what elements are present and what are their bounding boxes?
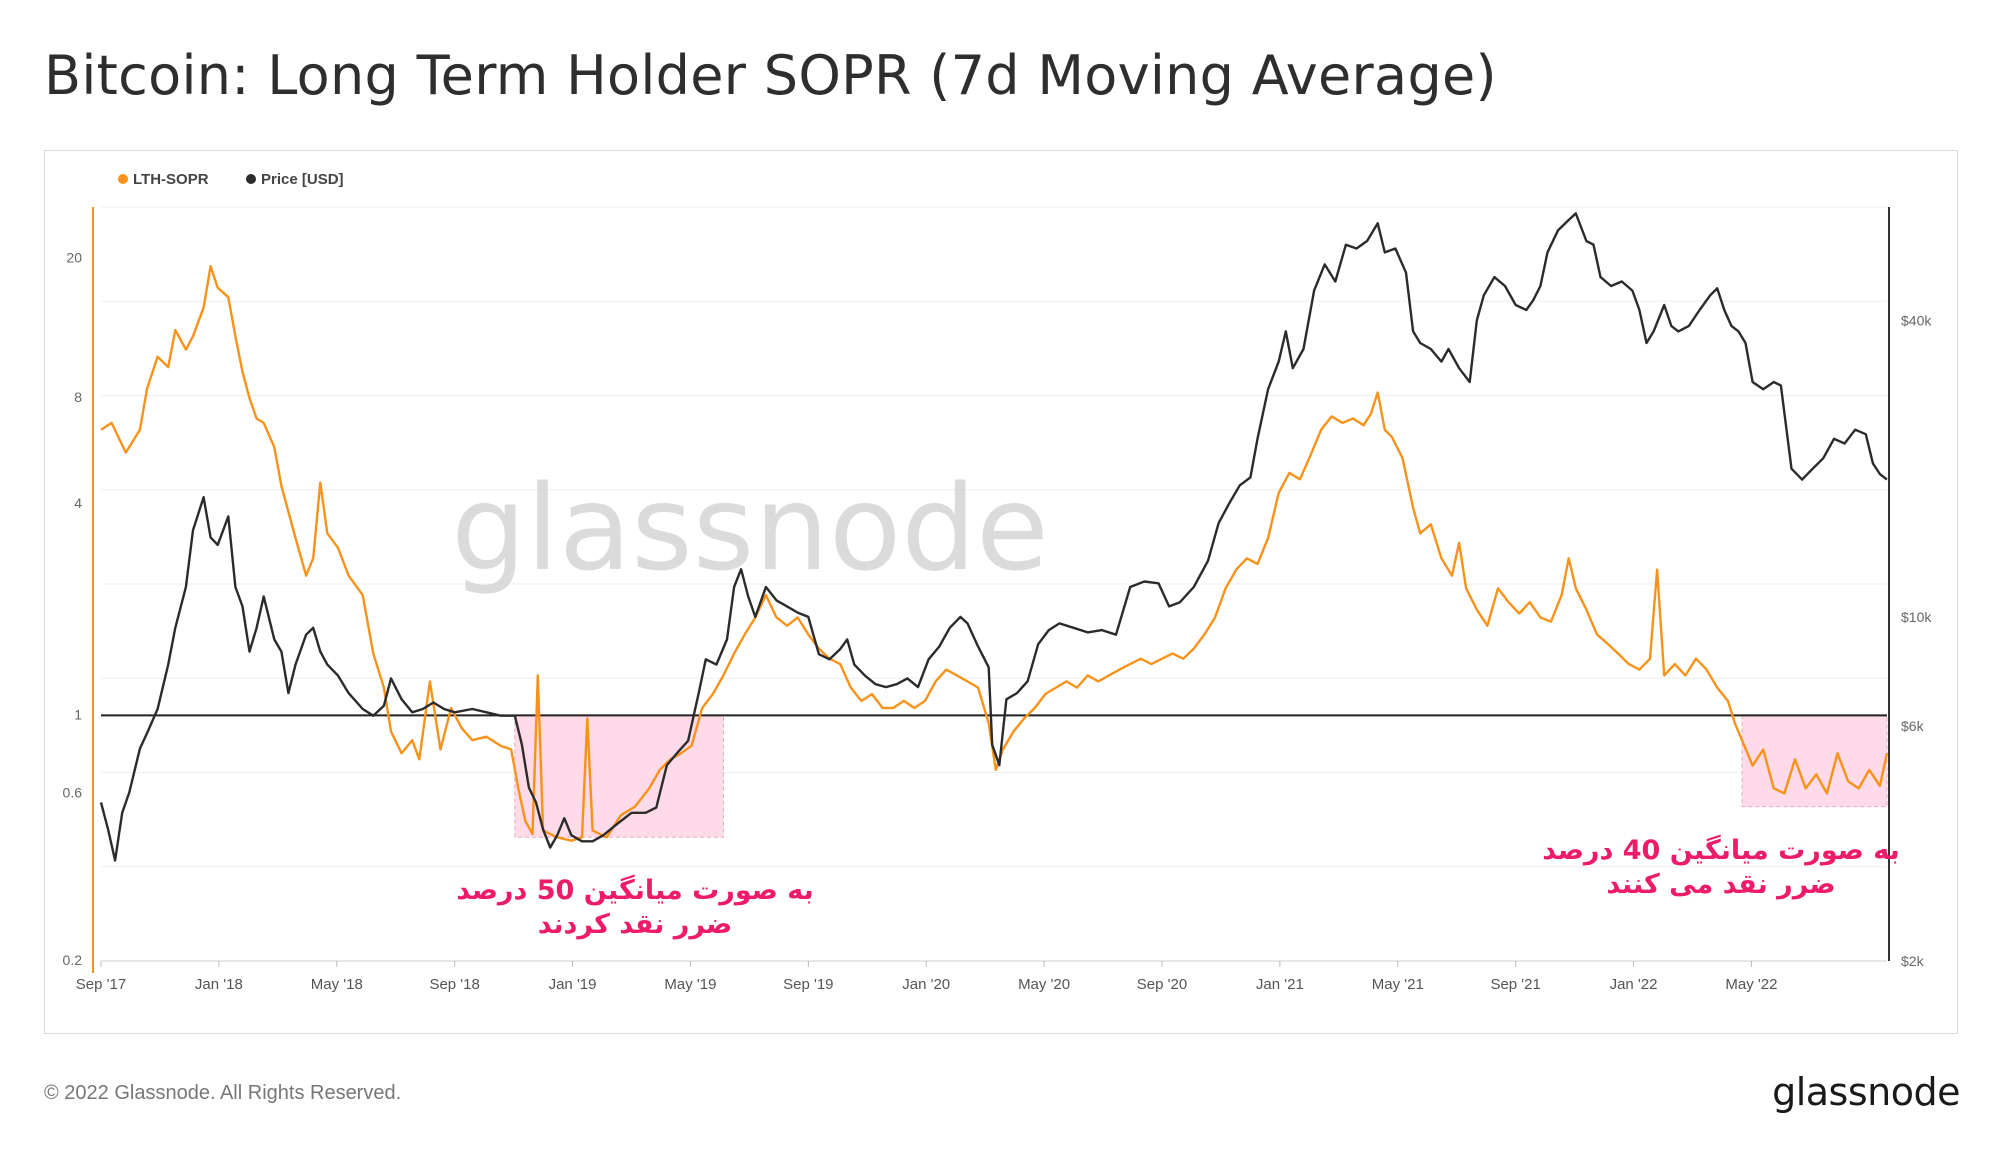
x-tick-label: Sep '17	[76, 976, 126, 993]
y-left-tick-label: 20	[66, 249, 82, 265]
legend-marker	[118, 174, 128, 184]
x-tick-label: Sep '21	[1490, 976, 1540, 993]
axes: 0.2 0.6 1 4 8 20 $2k $6k $10k $40k Sep '17 Jan '18 M…	[63, 207, 1932, 993]
legend-label: Price [USD]	[261, 171, 344, 188]
x-tick-label: Jan '21	[1256, 976, 1304, 993]
y-left-tick-label: 8	[74, 389, 82, 405]
x-tick-label: Sep '19	[783, 976, 833, 993]
x-tick-label: Jan '22	[1610, 976, 1658, 993]
glassnode-logo[interactable]: glassnode	[1772, 1070, 1960, 1114]
y-left-tick-label: 4	[74, 495, 82, 511]
annotation-text: ضرر نقد می کنند	[1606, 869, 1835, 900]
y-right-tick-label: $6k	[1901, 718, 1925, 734]
x-tick-label: May '20	[1018, 976, 1070, 993]
x-tick-label: Sep '18	[429, 976, 479, 993]
legend[interactable]: LTH-SOPR Price [USD]	[118, 171, 344, 188]
y-left-tick-label: 0.6	[63, 784, 83, 800]
highlight-regions	[514, 714, 1888, 838]
x-tick-label: May '21	[1372, 976, 1424, 993]
copyright-text: © 2022 Glassnode. All Rights Reserved.	[44, 1082, 402, 1104]
annotation-text: به صورت میانگین 50 درصد	[456, 874, 814, 906]
y-right-tick-label: $10k	[1901, 609, 1932, 625]
legend-label: LTH-SOPR	[133, 171, 209, 188]
x-tick-label: Jan '18	[195, 976, 243, 993]
y-right-tick-label: $40k	[1901, 312, 1932, 328]
legend-marker	[246, 174, 256, 184]
annotation-text: ضرر نقد کردند	[538, 909, 732, 940]
chart-card: glassnode 0.2 0.6 1 4 8 20 $2k $6k $10k $40k Sep '…	[44, 150, 1958, 1034]
series-line-price	[99, 212, 1888, 862]
chart-title: Bitcoin: Long Term Holder SOPR (7d Movin…	[44, 44, 1497, 107]
x-tick-label: May '22	[1725, 976, 1777, 993]
watermark-text: glassnode	[451, 459, 1048, 597]
y-left-tick-label: 1	[74, 706, 82, 722]
x-tick-label: May '19	[664, 976, 716, 993]
x-tick-label: Jan '20	[902, 976, 950, 993]
chart-canvas: glassnode 0.2 0.6 1 4 8 20 $2k $6k $10k $40k Sep '…	[63, 171, 1933, 993]
y-left-tick-label: 0.2	[63, 952, 83, 968]
x-tick-label: May '18	[311, 976, 363, 993]
y-right-tick-label: $2k	[1901, 953, 1925, 969]
x-tick-label: Sep '20	[1137, 976, 1187, 993]
annotation-text: به صورت میانگین 40 درصد	[1542, 834, 1900, 866]
series-lines	[99, 212, 1889, 862]
highlight-region-2	[1741, 714, 1888, 808]
x-tick-label: Jan '19	[549, 976, 597, 993]
